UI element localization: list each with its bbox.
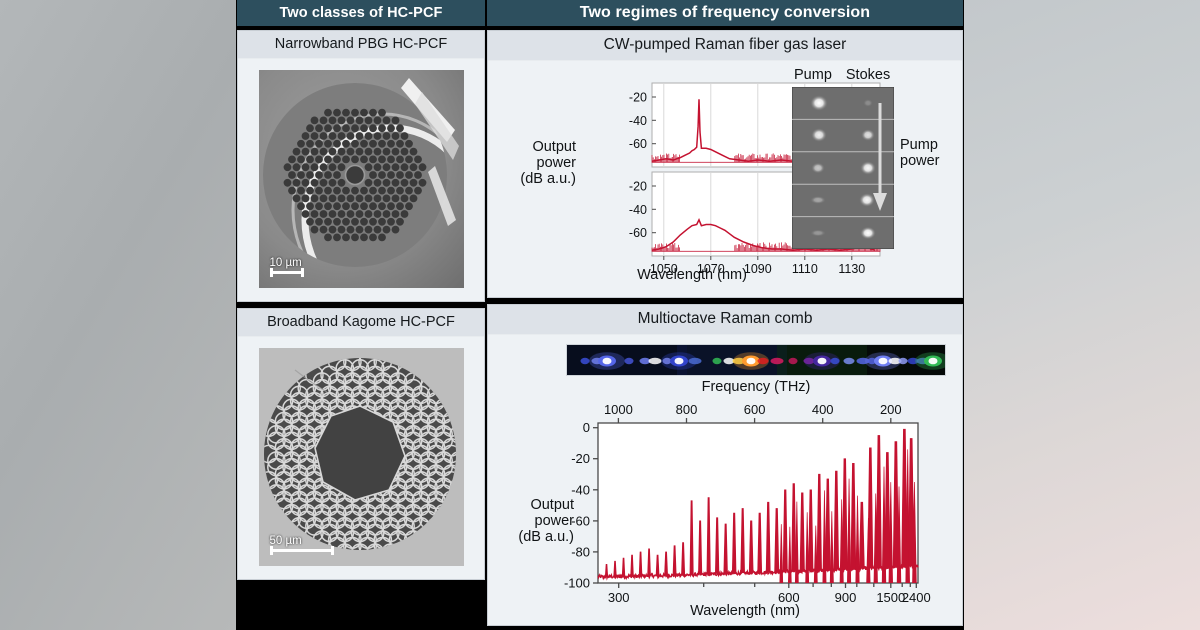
panel-title-pbg: Narrowband PBG HC-PCF [238,31,484,59]
dispersed-spectrum-strip [566,344,946,376]
sem-image-kagome-wrapper: 50 µm [238,337,484,566]
xaxis-title-raman-comb: Wavelength (nm) [690,603,800,619]
pump-power-line1: Pump [900,137,938,153]
svg-text:-40: -40 [629,203,647,217]
svg-text:900: 900 [835,590,857,605]
xaxis-title-raman-laser: Wavelength (nm) [637,267,747,283]
chart-multioctave-raman-comb: Frequency (THz) Output power (dB a.u.) 1… [488,335,962,625]
panel-multioctave-raman-comb: Multioctave Raman comb [487,304,963,626]
sem-image-pbg-wrapper: 10 µm [238,59,484,288]
panel-broadband-kagome: Broadband Kagome HC-PCF [237,308,485,580]
left-column: Two classes of HC-PCF Narrowband PBG HC-… [236,0,486,580]
svg-text:1500: 1500 [876,590,905,605]
svg-text:-20: -20 [629,91,647,105]
svg-text:1110: 1110 [792,262,818,276]
yaxis-title-raman-laser: Output power (dB a.u.) [490,139,576,188]
panel-title-kagome: Broadband Kagome HC-PCF [238,309,484,337]
chart-raman-fiber-gas-laser: Pump Stokes Output power (dB a.u.) -20 -4… [488,61,962,297]
svg-text:2400: 2400 [902,590,931,605]
panel-title-raman-laser: CW-pumped Raman fiber gas laser [488,31,962,61]
sem-image-kagome: 50 µm [258,348,464,566]
pump-power-line2: power [900,153,940,170]
yaxis-line2: power [536,155,577,172]
secondary-xaxis-title-frequency: Frequency (THz) [701,379,811,395]
yaxis-comb-line3: (dB a.u.) [518,529,574,546]
svg-text:1070: 1070 [697,262,725,276]
scalebar-bar-kagome [269,546,334,555]
svg-text:1090: 1090 [744,262,772,276]
svg-text:-60: -60 [629,226,647,240]
mode-image-headings: Pump Stokes [794,67,924,83]
label-pump: Pump [794,67,832,83]
svg-text:0: 0 [583,420,590,435]
svg-text:1130: 1130 [838,262,865,276]
panel-title-raman-comb: Multioctave Raman comb [488,305,962,335]
svg-text:600: 600 [744,402,766,417]
svg-text:300: 300 [608,590,630,605]
pump-power-arrow-icon [873,103,887,211]
scalebar-label-pbg: 10 µm [269,257,302,269]
yaxis-line3: (dB a.u.) [520,171,576,188]
svg-text:1050: 1050 [650,262,678,276]
svg-text:-40: -40 [571,482,590,497]
mode-image-stack [792,87,894,249]
scalebar-bar-pbg [269,268,304,277]
scalebar-label-kagome: 50 µm [269,535,302,547]
svg-text:600: 600 [778,590,800,605]
yaxis-comb-line1: Output [530,497,574,513]
scalebar-kagome: 50 µm [269,535,334,555]
svg-text:-100: -100 [564,576,590,591]
svg-text:-20: -20 [571,451,590,466]
label-stokes: Stokes [845,67,891,83]
right-column: Two regimes of frequency conversion CW-p… [486,0,964,626]
yaxis-title-raman-comb: Output power (dB a.u.) [488,497,574,546]
yaxis-comb-line2: power [534,513,575,530]
page-background-left [0,0,236,630]
yaxis-line1: Output [532,139,576,155]
panel-narrowband-pbg: Narrowband PBG HC-PCF [237,30,485,302]
svg-text:800: 800 [676,402,698,417]
svg-text:-60: -60 [629,137,647,151]
scalebar-pbg: 10 µm [269,257,304,277]
svg-text:1000: 1000 [604,402,633,417]
svg-text:-20: -20 [629,180,647,194]
sem-image-pbg: 10 µm [258,70,464,288]
banner-two-regimes: Two regimes of frequency conversion [487,0,963,26]
svg-text:400: 400 [812,402,834,417]
panel-raman-fiber-gas-laser: CW-pumped Raman fiber gas laser Pump Sto… [487,30,963,298]
page-background-right [964,0,1200,630]
svg-text:200: 200 [880,402,902,417]
svg-text:-60: -60 [571,513,590,528]
svg-text:-80: -80 [571,544,590,559]
svg-text:-40: -40 [629,114,647,128]
pump-power-caption: Pump power [900,137,940,169]
banner-two-classes: Two classes of HC-PCF [237,0,485,26]
figure-canvas: Two classes of HC-PCF Narrowband PBG HC-… [236,0,964,630]
